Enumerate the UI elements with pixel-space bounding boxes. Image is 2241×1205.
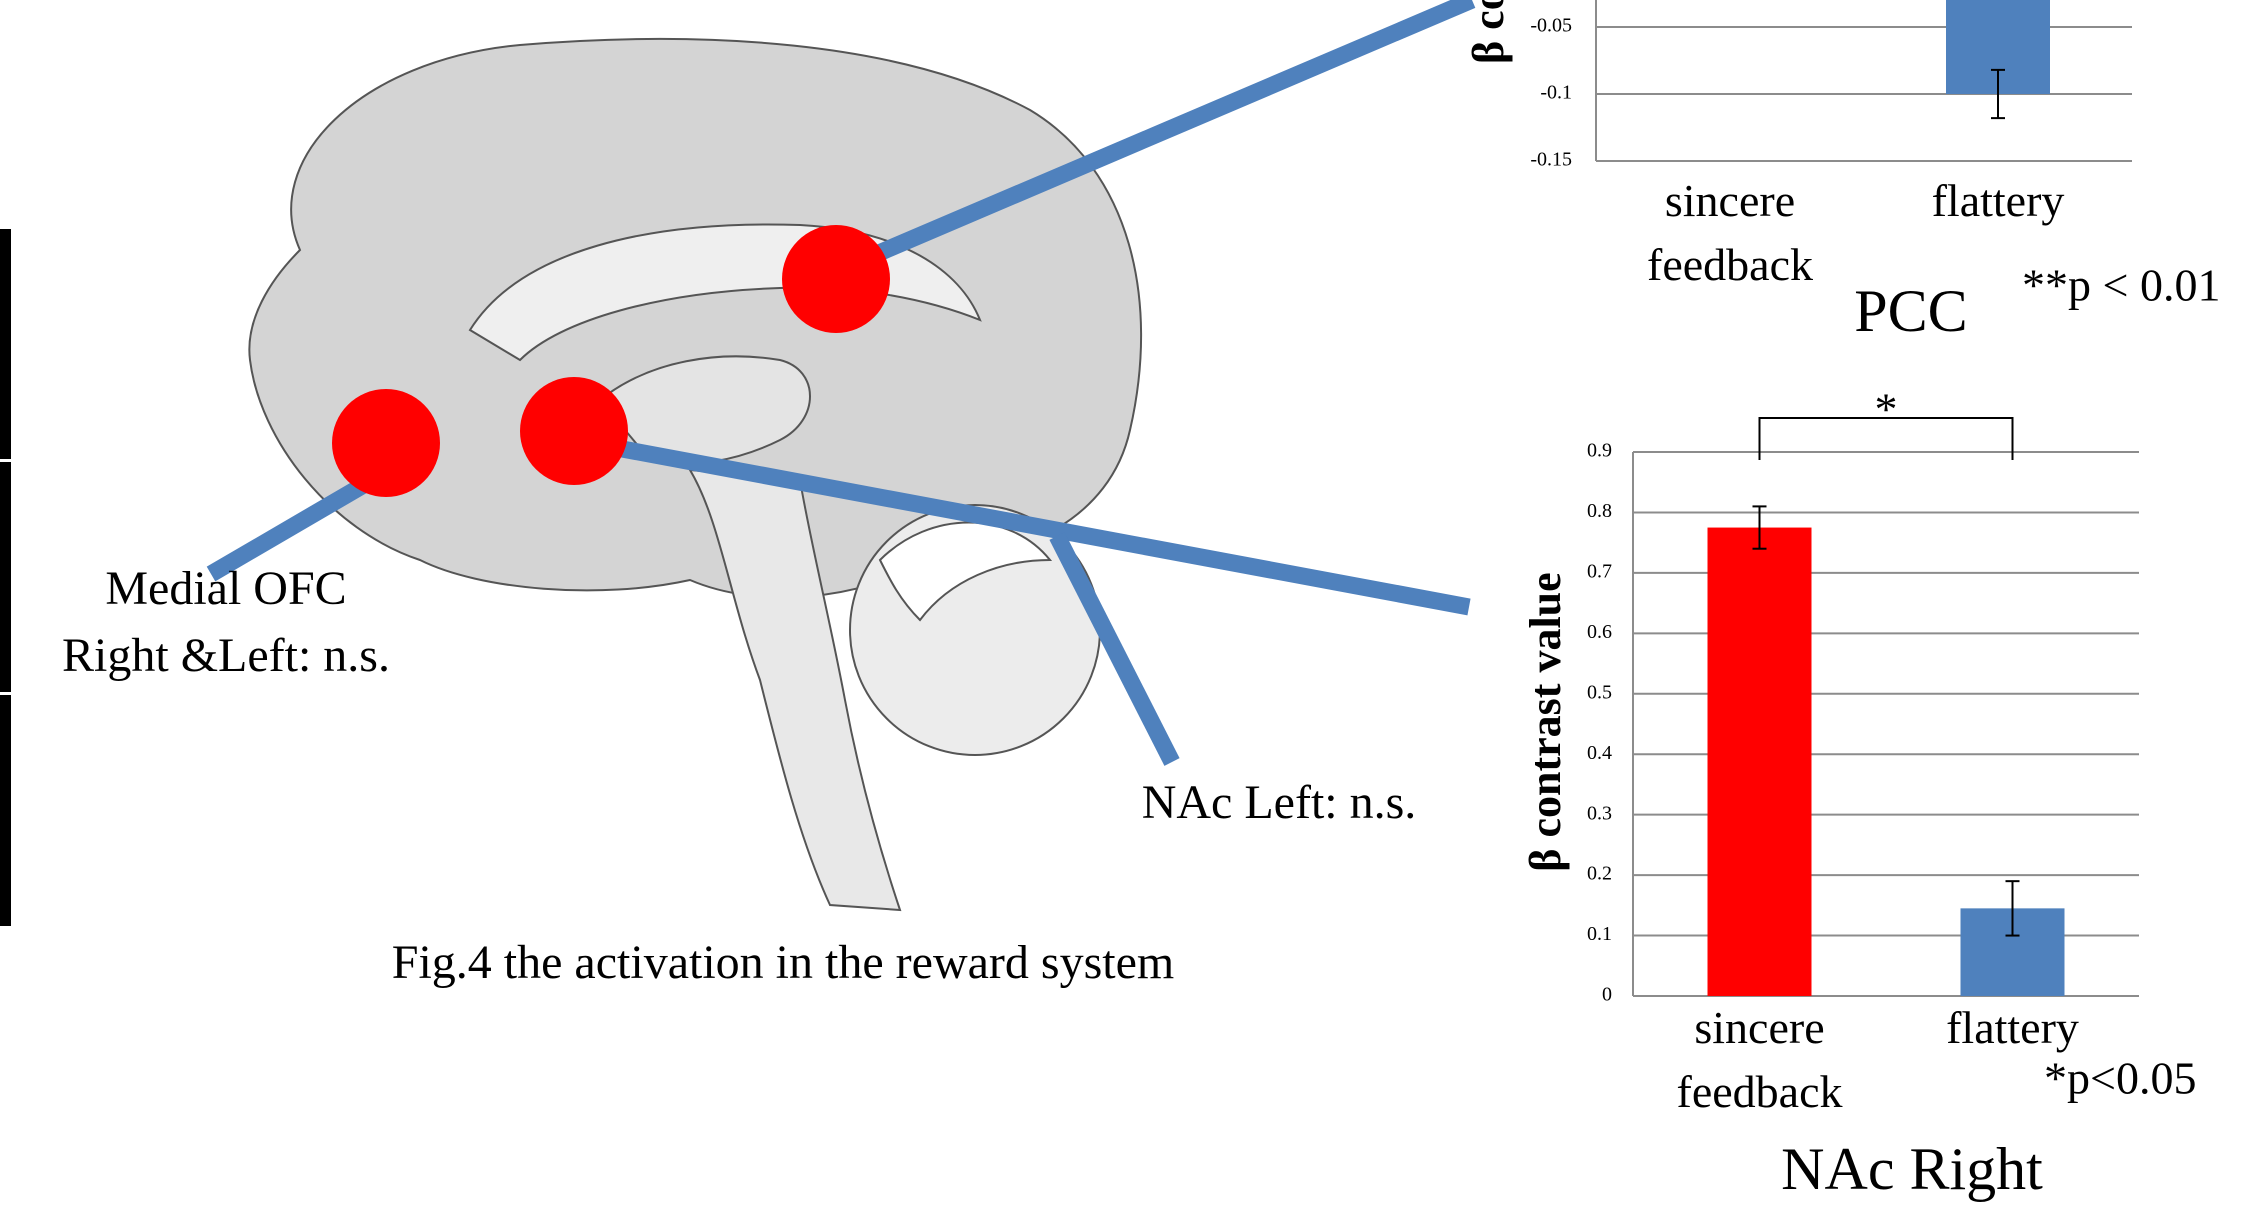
y-tick-label: -0.1: [1540, 82, 1572, 104]
side-bar: [0, 229, 11, 926]
region-label: Medial OFC: [105, 562, 346, 615]
x-tick-label: flattery: [1946, 1002, 2079, 1053]
bar: [1708, 528, 1812, 996]
chart-title: PCC: [1854, 278, 1967, 344]
page: Medial OFC Right &Left: n.s. NAc Left: n…: [0, 0, 2241, 1205]
chart-title: NAc Right: [1781, 1136, 2043, 1202]
y-tick-label: 0.4: [1587, 742, 1612, 764]
y-tick-label: 0.9: [1587, 440, 1612, 462]
figure-caption: Fig.4 the activation in the reward syste…: [392, 936, 1174, 989]
significance-note: *p<0.05: [2044, 1053, 2196, 1104]
region-label: Right &Left: n.s.: [62, 629, 390, 682]
region-label: NAc Left: n.s.: [1142, 776, 1417, 829]
y-axis-label: β contrast value: [1464, 0, 1513, 64]
bracket-label: *: [1875, 384, 1898, 435]
figure: Medial OFC Right &Left: n.s. NAc Left: n…: [0, 0, 2241, 1205]
y-tick-label: 0.2: [1587, 863, 1612, 885]
significance-note: **p < 0.01: [2022, 260, 2220, 311]
y-tick-label: 0: [1602, 984, 1612, 1006]
y-tick-label: 0.1: [1587, 923, 1612, 945]
y-tick-label: 0.8: [1587, 500, 1612, 522]
y-tick-label: -0.05: [1530, 15, 1572, 37]
y-tick-label: 0.3: [1587, 802, 1612, 824]
y-axis-label: β contrast value: [1521, 572, 1570, 871]
y-tick-label: 0.7: [1587, 560, 1612, 582]
y-tick-label: 0.6: [1587, 621, 1612, 643]
y-tick-label: -0.15: [1530, 149, 1572, 171]
y-tick-label: 0.5: [1587, 681, 1612, 703]
x-tick-label: flattery: [1932, 175, 2065, 226]
